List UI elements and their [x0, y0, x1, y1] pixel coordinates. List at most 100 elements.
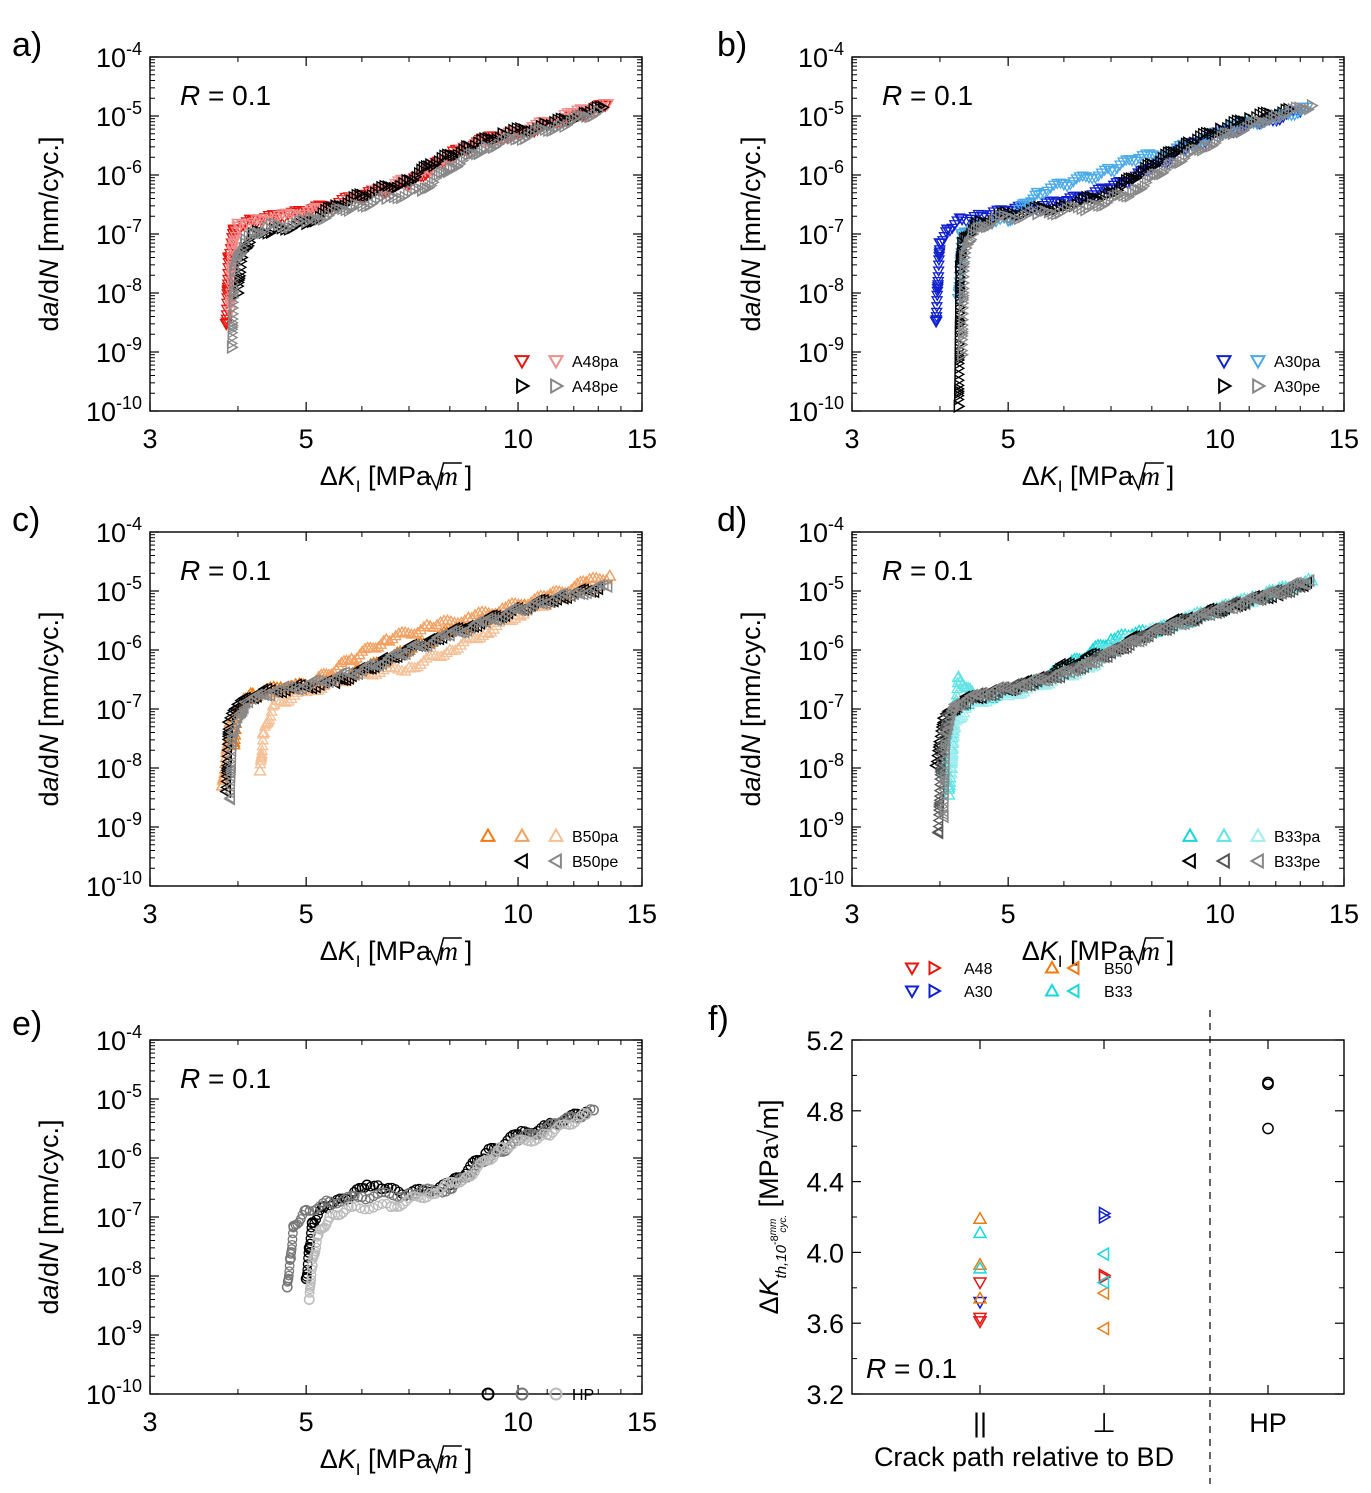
data-point-interp — [349, 668, 360, 681]
data-point-interp — [1188, 143, 1200, 156]
data-point — [281, 1281, 293, 1293]
data-point-interp — [938, 759, 950, 772]
data-point — [1199, 140, 1212, 154]
data-point — [579, 575, 594, 588]
data-point-interp — [345, 668, 357, 681]
data-point-interp — [565, 115, 577, 129]
data-point-interp — [1007, 683, 1018, 697]
data-point — [424, 1188, 436, 1199]
data-point-interp — [1075, 195, 1086, 208]
y-tick-label: 10-10 — [86, 868, 142, 902]
data-point — [229, 262, 242, 277]
data-point-interp — [1235, 114, 1246, 127]
data-point — [346, 1201, 357, 1213]
data-point-interp — [348, 654, 361, 666]
data-point — [443, 642, 457, 655]
data-point-interp — [436, 1184, 446, 1195]
data-point-interp — [417, 654, 430, 666]
data-point-interp — [938, 764, 950, 778]
y-tick-label: 10-6 — [96, 1140, 142, 1174]
data-point — [972, 1277, 988, 1291]
data-point-interp — [458, 154, 470, 167]
data-point-interp — [311, 1237, 322, 1248]
data-point-interp — [1225, 127, 1236, 140]
legend: B50pa B50pe — [479, 827, 618, 871]
y-tick-label: 10-5 — [798, 98, 844, 132]
data-point — [285, 1252, 296, 1264]
data-point — [1104, 632, 1118, 645]
y-tick-label: 10-5 — [96, 1081, 142, 1115]
data-point-interp — [441, 613, 454, 625]
legend-marker — [1249, 852, 1264, 870]
data-point — [1066, 663, 1079, 678]
y-tick-label: 10-9 — [798, 334, 844, 368]
data-point-interp — [570, 1117, 580, 1128]
data-point-interp — [937, 795, 949, 808]
data-point-interp — [1115, 188, 1126, 201]
data-point — [1096, 1321, 1110, 1336]
data-point-interp — [1118, 189, 1130, 202]
data-point — [972, 1260, 988, 1274]
data-point-interp — [584, 111, 596, 124]
data-point-interp — [387, 647, 399, 660]
data-point — [1030, 187, 1045, 200]
data-point-interp — [254, 227, 266, 240]
data-point-interp — [539, 123, 551, 137]
data-point-interp — [947, 700, 959, 713]
data-point-interp — [398, 176, 410, 190]
data-point-interp — [567, 1119, 578, 1130]
data-point-interp — [1150, 622, 1162, 636]
data-point-interp — [351, 1201, 361, 1212]
legend-marker — [513, 852, 528, 870]
y-axis-label: da/dN [mm/cyc.] — [736, 611, 766, 806]
data-point — [266, 684, 279, 699]
legend-label: A48pe — [572, 379, 618, 396]
data-point — [312, 1229, 324, 1241]
data-point — [1306, 98, 1319, 113]
data-point-interp — [1265, 114, 1277, 127]
data-point-interp — [1172, 617, 1184, 631]
data-point-interp — [1296, 578, 1308, 591]
data-point-interp — [338, 1207, 349, 1218]
legend: HP — [481, 1387, 594, 1404]
data-point-interp — [452, 642, 465, 653]
legend-marker — [547, 852, 562, 870]
data-point-interp — [229, 231, 242, 243]
data-point-interp — [1231, 114, 1243, 127]
data-point — [461, 610, 476, 623]
series-A48 — [972, 1268, 1112, 1329]
data-point-interp — [251, 688, 263, 701]
data-point-interp — [1203, 126, 1215, 140]
data-point-interp — [1083, 656, 1095, 669]
data-point-interp — [361, 200, 372, 213]
data-point — [936, 809, 949, 824]
data-point-interp — [246, 227, 258, 240]
data-point-interp — [393, 647, 405, 661]
data-point-interp — [958, 313, 970, 326]
data-point — [1059, 199, 1071, 213]
data-point — [1127, 185, 1140, 200]
x-axis-label: ΔKI [MPa m ] — [320, 936, 473, 971]
data-point-interp — [1219, 127, 1231, 141]
data-point-interp — [1300, 103, 1312, 116]
y-tick-label: 10-7 — [798, 691, 844, 725]
legend-label: A48 — [964, 961, 993, 978]
data-point-interp — [591, 100, 603, 113]
x-tick-label: 10 — [1205, 424, 1235, 454]
data-point — [253, 763, 267, 776]
data-point-interp — [970, 688, 981, 701]
data-point-interp — [932, 814, 944, 827]
data-point-interp — [364, 1204, 374, 1215]
data-point-interp — [287, 1228, 298, 1239]
data-point — [425, 157, 438, 172]
data-point-interp — [377, 634, 390, 646]
data-point-interp — [398, 1199, 408, 1210]
data-point-interp — [476, 615, 488, 628]
legend-label: A48pa — [572, 354, 618, 371]
data-point-interp — [1175, 618, 1187, 631]
x-tick-label: 10 — [503, 424, 533, 454]
data-point-interp — [460, 150, 472, 164]
data-point-interp — [578, 1108, 589, 1118]
y-tick-label: 10-6 — [798, 157, 844, 191]
data-point-interp — [1268, 587, 1280, 600]
